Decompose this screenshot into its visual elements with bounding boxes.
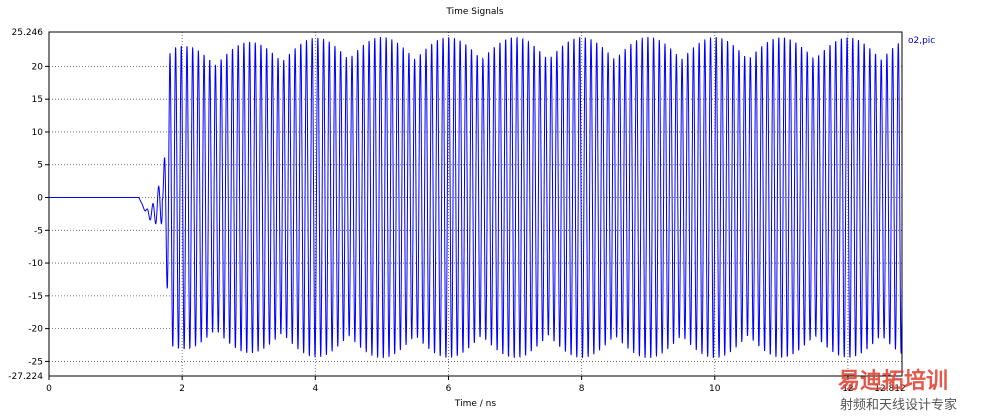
- y-tick-label: 5: [37, 161, 43, 171]
- y-tick-label: 10: [32, 128, 44, 138]
- signal-series-o2-pic: [49, 36, 903, 359]
- watermark: 易迪拓培训 射频和天线设计专家: [838, 368, 957, 413]
- x-axis-end-label: 12.812: [874, 384, 906, 394]
- y-tick-label: 15: [32, 95, 43, 105]
- y-axis-max-label: 25.246: [12, 28, 44, 38]
- y-tick-label: 20: [32, 62, 44, 72]
- chart-title: Time Signals: [445, 7, 504, 17]
- y-axis-ticks: 20 15 10 5 0 -5 -10 -15 -20 -25: [28, 62, 49, 367]
- plot-frame: [48, 31, 903, 377]
- x-tick-label: 8: [579, 384, 585, 394]
- x-tick-label: 10: [709, 384, 721, 394]
- watermark-brand: 易迪拓培训: [838, 368, 948, 394]
- x-axis-title: Time / ns: [454, 399, 496, 409]
- x-axis-ticks: 0 2 4 6 8 10 12: [46, 376, 854, 394]
- x-tick-label: 6: [446, 384, 452, 394]
- y-tick-label: -25: [28, 357, 43, 367]
- watermark-tagline: 射频和天线设计专家: [840, 397, 957, 413]
- y-tick-label: -20: [28, 325, 43, 335]
- x-tick-label: 12: [842, 384, 853, 394]
- y-tick-label: -10: [28, 259, 43, 269]
- x-tick-label: 4: [312, 384, 318, 394]
- y-tick-label: 0: [37, 194, 43, 204]
- y-tick-label: -5: [34, 226, 43, 236]
- legend-series-label: o2,pic: [908, 36, 935, 46]
- x-tick-label: 2: [179, 384, 185, 394]
- series-line-o2-pic: [49, 36, 903, 359]
- y-tick-label: -15: [28, 292, 43, 302]
- x-tick-label: 0: [46, 384, 52, 394]
- y-axis-min-label: -27.224: [8, 372, 43, 382]
